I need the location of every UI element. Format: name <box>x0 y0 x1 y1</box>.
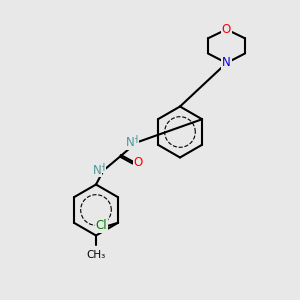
Text: Cl: Cl <box>96 219 107 232</box>
Text: O: O <box>222 23 231 36</box>
Text: O: O <box>134 155 142 169</box>
Text: N: N <box>125 136 134 149</box>
Text: CH₃: CH₃ <box>86 250 106 260</box>
Text: H: H <box>98 163 106 173</box>
Text: H: H <box>131 135 139 145</box>
Text: N: N <box>222 56 231 70</box>
Text: N: N <box>92 164 101 177</box>
